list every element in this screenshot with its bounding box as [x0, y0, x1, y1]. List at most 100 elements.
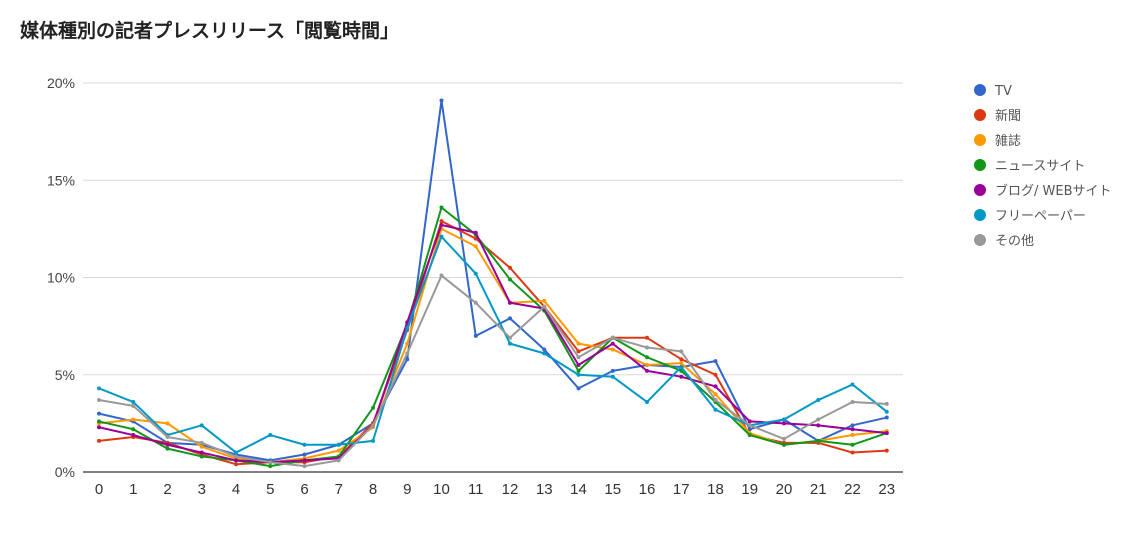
x-tick-label: 23 [878, 481, 895, 498]
data-point [782, 436, 786, 441]
y-tick-label: 5% [55, 367, 75, 383]
legend-label: フリーペーパー [995, 209, 1086, 224]
data-point [816, 398, 821, 403]
data-point [645, 355, 649, 360]
data-point [131, 403, 136, 408]
data-point [199, 450, 204, 455]
data-point [268, 464, 273, 469]
y-tick-label: 20% [47, 75, 75, 91]
data-point [747, 423, 752, 428]
data-point [97, 398, 101, 403]
x-tick-label: 1 [129, 481, 137, 498]
data-point [165, 421, 170, 426]
data-point [508, 277, 512, 282]
series-ブログ/ WEBサイト [97, 222, 889, 465]
data-point [234, 462, 238, 467]
data-point [610, 368, 615, 373]
data-point [268, 460, 273, 465]
x-tick-label: 19 [741, 481, 758, 498]
grid-lines [83, 82, 903, 376]
data-point [816, 438, 821, 443]
data-point [850, 427, 855, 432]
data-point [645, 345, 649, 350]
data-point [679, 357, 684, 362]
data-point [884, 409, 889, 414]
series-line [98, 274, 887, 468]
data-point [473, 244, 478, 249]
data-point [645, 399, 649, 404]
data-point [268, 433, 273, 438]
legend-item: ブログ/ WEBサイト [974, 183, 1112, 199]
legend-item: 新聞 [974, 108, 1021, 124]
data-point [645, 363, 649, 368]
y-tick-label: 15% [47, 172, 75, 188]
data-point [576, 368, 581, 373]
data-point [439, 205, 444, 210]
x-tick-label: 2 [163, 481, 171, 498]
data-point [336, 458, 341, 463]
x-tick-label: 10 [433, 481, 450, 498]
data-point [97, 438, 101, 443]
legend-label: TV [994, 84, 1012, 99]
data-point [645, 335, 649, 340]
series-line [98, 99, 887, 462]
data-point [131, 433, 136, 438]
x-tick-label: 0 [95, 481, 103, 498]
x-tick-label: 22 [844, 481, 861, 498]
data-point [302, 442, 307, 447]
legend-marker [974, 109, 986, 121]
data-point [576, 349, 581, 354]
data-point [405, 351, 410, 356]
x-tick-label: 15 [604, 481, 621, 498]
series-フリーペーパー [97, 234, 889, 455]
data-point [542, 347, 547, 352]
y-tick-label: 10% [47, 270, 75, 286]
data-point [850, 442, 855, 447]
data-point [336, 442, 341, 447]
data-point [884, 431, 889, 436]
data-point [508, 300, 512, 305]
data-point [747, 419, 752, 424]
legend-label: ブログ/ WEBサイト [995, 183, 1112, 199]
data-point [473, 300, 478, 305]
x-tick-label: 6 [300, 481, 308, 498]
data-point [576, 355, 581, 360]
data-point [97, 419, 101, 424]
data-point [747, 433, 752, 438]
x-tick-label: 14 [570, 481, 587, 498]
series-line [98, 223, 887, 464]
x-tick-label: 17 [673, 481, 690, 498]
data-point [884, 415, 889, 420]
data-point [508, 316, 512, 321]
y-tick-label: 0% [55, 464, 75, 480]
legend-label: 雑誌 [995, 133, 1021, 149]
data-point [473, 333, 478, 338]
data-point [610, 335, 615, 340]
data-point [199, 440, 204, 445]
x-tick-label: 7 [335, 481, 343, 498]
data-point [576, 363, 581, 368]
data-point [199, 444, 204, 449]
data-point [713, 359, 718, 364]
data-point [713, 392, 718, 397]
data-point [165, 434, 170, 439]
x-tick-label: 3 [198, 481, 206, 498]
data-point [679, 374, 684, 379]
data-point [199, 423, 204, 428]
legend-label: 新聞 [995, 108, 1021, 124]
data-point [713, 372, 718, 377]
data-point [439, 219, 444, 224]
data-point [508, 335, 512, 340]
data-point [234, 450, 238, 455]
data-point [782, 421, 786, 426]
data-point [576, 386, 581, 391]
x-tick-label: 5 [266, 481, 274, 498]
data-point [816, 417, 821, 422]
data-point [165, 442, 170, 447]
series-TV [97, 98, 889, 463]
data-point [850, 382, 855, 387]
data-point [850, 423, 855, 428]
data-point [234, 454, 238, 459]
legend-marker [974, 134, 986, 146]
